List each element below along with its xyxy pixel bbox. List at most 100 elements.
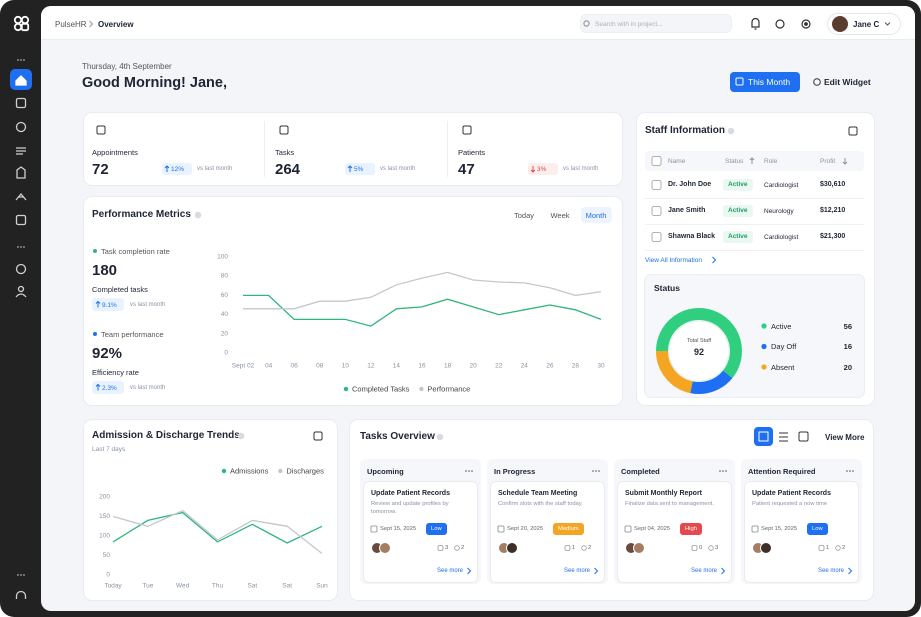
tab-active-bg xyxy=(581,207,612,223)
task-date: Sept 20, 2025 xyxy=(507,526,544,532)
attachment-count: 3 xyxy=(715,545,719,551)
view-all-link[interactable]: View All Information xyxy=(645,256,702,264)
stat-note: vs last month xyxy=(563,166,599,172)
greeting: Good Morning! Jane, xyxy=(82,75,227,91)
kpi-change: 2.3% xyxy=(102,384,117,392)
status-badge: Active xyxy=(723,179,753,191)
top-bar xyxy=(41,6,915,40)
kpi-value: 180 xyxy=(92,261,118,279)
kpi-change: 9.1% xyxy=(102,301,117,309)
search-box[interactable] xyxy=(580,14,732,33)
card-title: Tasks Overview xyxy=(360,431,435,442)
task-desc: Confirm slots with the staff today. xyxy=(498,501,583,507)
breadcrumb-current: Overview xyxy=(98,19,134,29)
stat-value: 264 xyxy=(275,160,301,178)
stat-change-badge xyxy=(345,163,375,175)
column-title: Attention Required xyxy=(748,466,816,476)
task-card xyxy=(745,482,858,582)
stat-label: Tasks xyxy=(275,147,295,157)
staff-profit: $12,210 xyxy=(820,207,846,214)
column-header[interactable]: Role xyxy=(764,157,778,165)
kpi-sub: Completed tasks xyxy=(92,284,148,294)
stat-note: vs last month xyxy=(380,166,416,172)
kpi-note: vs last month xyxy=(130,302,166,308)
task-card xyxy=(364,482,477,582)
stat-change: 12% xyxy=(171,165,185,173)
priority-badge: High xyxy=(680,523,702,535)
tab[interactable]: Week xyxy=(550,210,570,220)
column-title: Upcoming xyxy=(367,466,404,476)
row-divider xyxy=(645,250,864,251)
table-header xyxy=(645,151,864,171)
task-desc: Patient requested a now time xyxy=(752,501,828,507)
task-desc: Review and update profiles by tomorrow. xyxy=(371,501,449,515)
task-desc: Finalize data sent to management. xyxy=(625,501,714,507)
tab[interactable]: Month xyxy=(585,210,607,220)
priority-badge: Low xyxy=(807,523,828,535)
user-menu[interactable] xyxy=(827,13,901,35)
stat-value: 72 xyxy=(92,160,109,178)
stat-divider xyxy=(264,121,265,177)
see-more-link[interactable]: See more xyxy=(437,568,464,574)
attachment-count: 2 xyxy=(842,545,846,551)
legend-value: 20 xyxy=(843,362,852,372)
stat-change: 5% xyxy=(354,165,364,173)
primary-button[interactable] xyxy=(730,72,800,92)
legend-label: Active xyxy=(771,321,792,331)
search-placeholder: Search with in project... xyxy=(595,20,663,28)
primary-button-label: This Month xyxy=(748,77,791,87)
stat-note: vs last month xyxy=(197,166,233,172)
staff-profit: $30,610 xyxy=(820,181,846,188)
staff-name: Jane Smith xyxy=(668,207,706,214)
comment-count: 3 xyxy=(445,545,449,551)
attachment-count: 2 xyxy=(461,545,465,551)
see-more-link[interactable]: See more xyxy=(691,568,718,574)
avatar xyxy=(832,16,848,32)
column-title: In Progress xyxy=(494,466,536,476)
user-name: Jane C xyxy=(853,19,880,29)
priority-badge: Low xyxy=(426,523,447,535)
task-title: Update Patient Records xyxy=(752,490,831,497)
breadcrumb-root[interactable]: PulseHR xyxy=(55,19,87,29)
task-date: Sept 15, 2025 xyxy=(761,526,798,532)
task-title: Submit Monthly Report xyxy=(625,490,702,497)
comment-count: 1 xyxy=(826,545,830,551)
stat-divider xyxy=(447,121,448,177)
view-more[interactable]: View More xyxy=(825,432,865,442)
staff-name: Dr. John Doe xyxy=(668,181,712,188)
see-more-link[interactable]: See more xyxy=(564,568,591,574)
stat-label: Appointments xyxy=(92,147,138,157)
kpi-label: Team performance xyxy=(101,329,164,339)
card-subtitle: Last 7 days xyxy=(92,445,126,453)
attachment-count: 2 xyxy=(588,545,592,551)
task-card xyxy=(491,482,604,582)
legend-value: 56 xyxy=(843,321,852,331)
card-title: Performance Metrics xyxy=(92,209,191,220)
staff-profit: $21,300 xyxy=(820,233,846,240)
stat-change: 3% xyxy=(537,165,547,173)
row-divider xyxy=(645,198,864,199)
staff-role: Cardiologist xyxy=(764,233,799,241)
tab[interactable]: Today xyxy=(513,210,535,220)
view-grid-button[interactable] xyxy=(754,427,773,446)
column-header[interactable]: Name xyxy=(668,157,686,165)
task-title: Update Patient Records xyxy=(371,490,450,497)
status-badge: Active xyxy=(723,205,753,217)
stat-value: 47 xyxy=(458,160,475,178)
stat-label: Patients xyxy=(458,147,486,157)
staff-role: Neurology xyxy=(764,207,794,215)
see-more-link[interactable]: See more xyxy=(818,568,845,574)
legend-value: 16 xyxy=(843,342,852,351)
task-date: Sept 15, 2025 xyxy=(380,526,417,532)
card-title: Admission & Discharge Trends xyxy=(92,430,240,441)
kpi-label: Task completion rate xyxy=(101,246,170,256)
column-header[interactable]: Profit xyxy=(820,157,836,165)
task-date: Sept 04, 2025 xyxy=(634,526,671,532)
card-title: Staff Information xyxy=(645,125,725,136)
row-divider xyxy=(645,224,864,225)
comment-count: 0 xyxy=(699,545,703,551)
priority-badge: Medium xyxy=(553,523,584,535)
column-header[interactable]: Status xyxy=(725,157,744,165)
legend-label: Day Off xyxy=(771,342,797,351)
